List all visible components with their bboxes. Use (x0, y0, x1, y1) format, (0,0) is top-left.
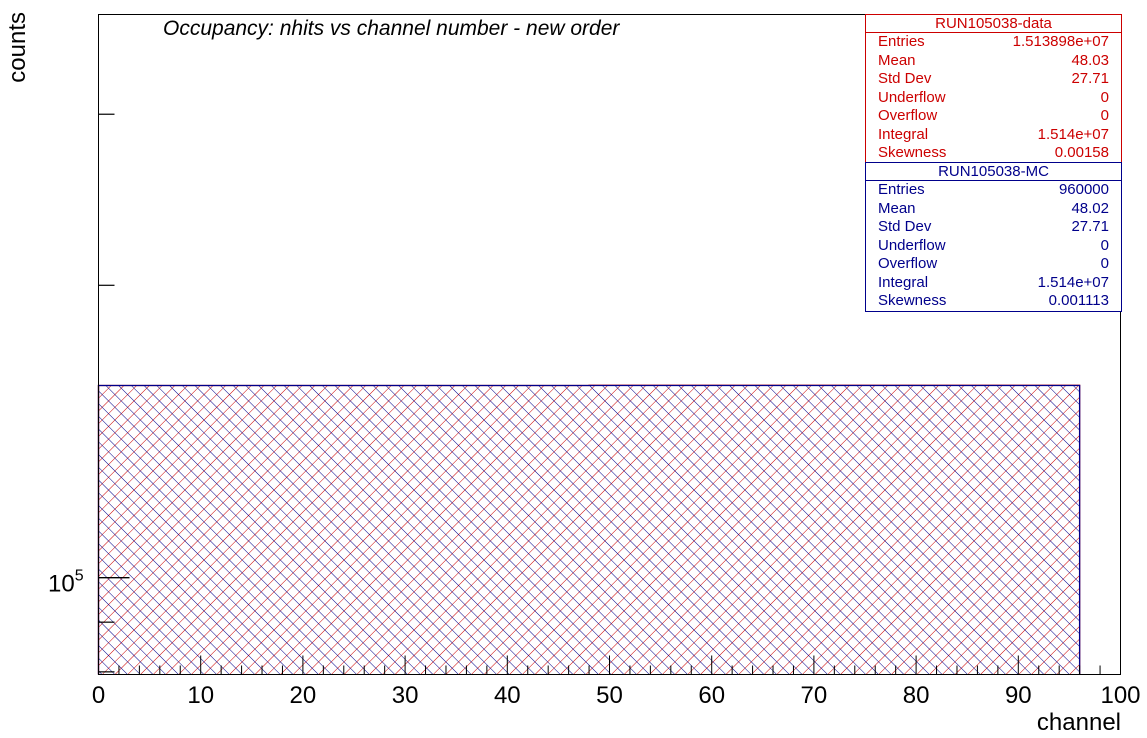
x-tick-label: 0 (92, 682, 105, 709)
x-tick-label: 60 (698, 682, 725, 709)
stats-value: 0 (1100, 236, 1109, 254)
stats-label: Skewness (878, 292, 947, 309)
stats-value: 48.02 (1071, 199, 1109, 217)
stats-row: Std Dev 27.71 (866, 70, 1121, 89)
stats-row: Underflow 0 (866, 89, 1121, 108)
stats-row: Entries 960000 (866, 181, 1121, 200)
stats-value: 27.71 (1071, 218, 1109, 235)
x-tick-label: 20 (290, 682, 317, 709)
stats-row: Skewness 0.001113 (866, 292, 1121, 311)
stats-row: Underflow 0 (866, 237, 1121, 256)
stats-row: Overflow 0 (866, 255, 1121, 274)
stats-label: Std Dev (878, 70, 932, 87)
stats-value: 1.514e+07 (1037, 273, 1109, 291)
stats-value: 27.71 (1071, 70, 1109, 87)
stats-label: Std Dev (878, 218, 932, 235)
stats-value: 0 (1100, 255, 1109, 272)
stats-row: Std Dev 27.71 (866, 218, 1121, 237)
stats-value: 0.001113 (1048, 292, 1109, 309)
x-tick-label: 100 (1100, 682, 1140, 709)
stats-label: Underflow (878, 236, 946, 254)
x-tick-label: 70 (801, 682, 828, 709)
stats-label: Underflow (878, 88, 946, 106)
histogram-layer (97, 384, 1081, 675)
stats-label: Entries (878, 33, 925, 50)
x-tick-label: 40 (494, 682, 521, 709)
stats-row: Overflow 0 (866, 107, 1121, 126)
y-tick-label: 105 (48, 568, 84, 598)
chart-title: Occupancy: nhits vs channel number - new… (163, 17, 620, 40)
x-tick-label: 10 (187, 682, 214, 709)
histogram-bin-mc (98, 385, 1080, 675)
stats-row: Mean 48.03 (866, 52, 1121, 71)
stats-row: Skewness 0.00158 (866, 144, 1121, 163)
stats-label: Overflow (878, 107, 938, 124)
stats-value: 0.00158 (1054, 144, 1109, 161)
stats-value: 1.514e+07 (1037, 125, 1109, 143)
stats-value: 0 (1100, 88, 1109, 106)
stats-label: Mean (878, 51, 916, 69)
stats-row: Integral 1.514e+07 (866, 126, 1121, 145)
x-axis-label: channel (1037, 709, 1121, 736)
stats-value: 48.03 (1071, 51, 1109, 69)
axes: 0 10 20 30 40 50 60 70 80 90 100 105 (48, 113, 1141, 709)
y-axis-label: counts (4, 12, 31, 83)
stats-label: Skewness (878, 144, 947, 161)
stats-value: 0 (1100, 107, 1109, 124)
stats-row: Integral 1.514e+07 (866, 274, 1121, 293)
stats-box-title: RUN105038-data (866, 15, 1121, 33)
stats-label: Entries (878, 181, 925, 198)
stats-box-title: RUN105038-MC (866, 163, 1121, 181)
stats-label: Overflow (878, 255, 938, 272)
x-tick-label: 30 (392, 682, 419, 709)
x-tick-label: 90 (1005, 682, 1032, 709)
stats-value: 1.513898e+07 (1012, 33, 1109, 50)
x-tick-label: 50 (596, 682, 623, 709)
stats-box-mc: RUN105038-MC Entries 960000 Mean 48.02 Std D… (865, 162, 1122, 312)
stats-row: Entries 1.513898e+07 (866, 33, 1121, 52)
stats-row: Mean 48.02 (866, 200, 1121, 219)
x-tick-label: 80 (903, 682, 930, 709)
stats-box-data: RUN105038-data Entries 1.513898e+07 Mean 48… (865, 14, 1122, 164)
stats-label: Integral (878, 273, 929, 291)
stats-label: Mean (878, 199, 916, 217)
stats-value: 960000 (1058, 181, 1109, 198)
stats-label: Integral (878, 125, 929, 143)
